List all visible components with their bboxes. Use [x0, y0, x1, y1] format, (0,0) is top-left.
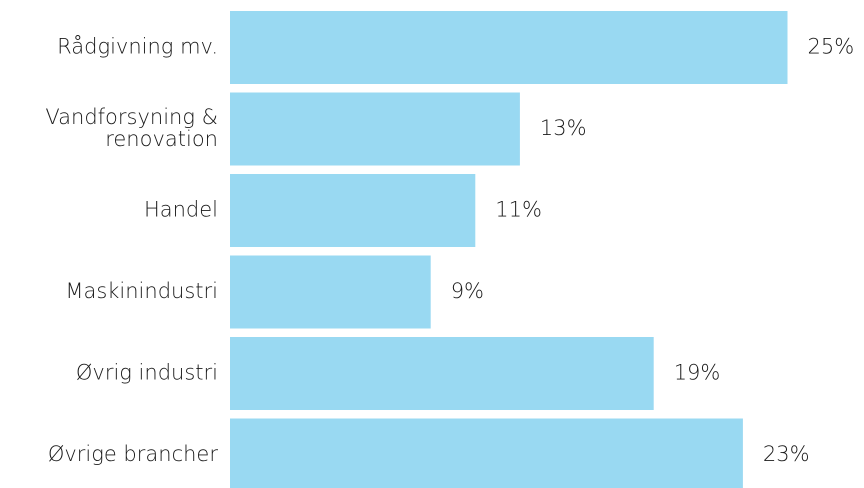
- bar: [230, 337, 654, 410]
- bar: [230, 418, 743, 488]
- category-label: Handel: [144, 198, 218, 222]
- value-label: 25%: [808, 35, 855, 59]
- category-label: Øvrige brancher: [48, 442, 219, 466]
- value-label: 19%: [674, 361, 721, 385]
- category-label: Vandforsyning & renovation: [45, 105, 218, 151]
- bar: [230, 255, 431, 329]
- value-label: 13%: [540, 116, 587, 140]
- bar: [230, 11, 788, 84]
- bar: [230, 174, 476, 247]
- value-label: 11%: [495, 198, 542, 222]
- bar: [230, 92, 520, 166]
- category-label: Øvrig industri: [76, 361, 218, 385]
- value-label: 23%: [763, 442, 810, 466]
- category-label: Maskinindustri: [65, 279, 218, 303]
- category-label: Rådgivning mv.: [57, 35, 218, 59]
- value-label: 9%: [451, 279, 484, 303]
